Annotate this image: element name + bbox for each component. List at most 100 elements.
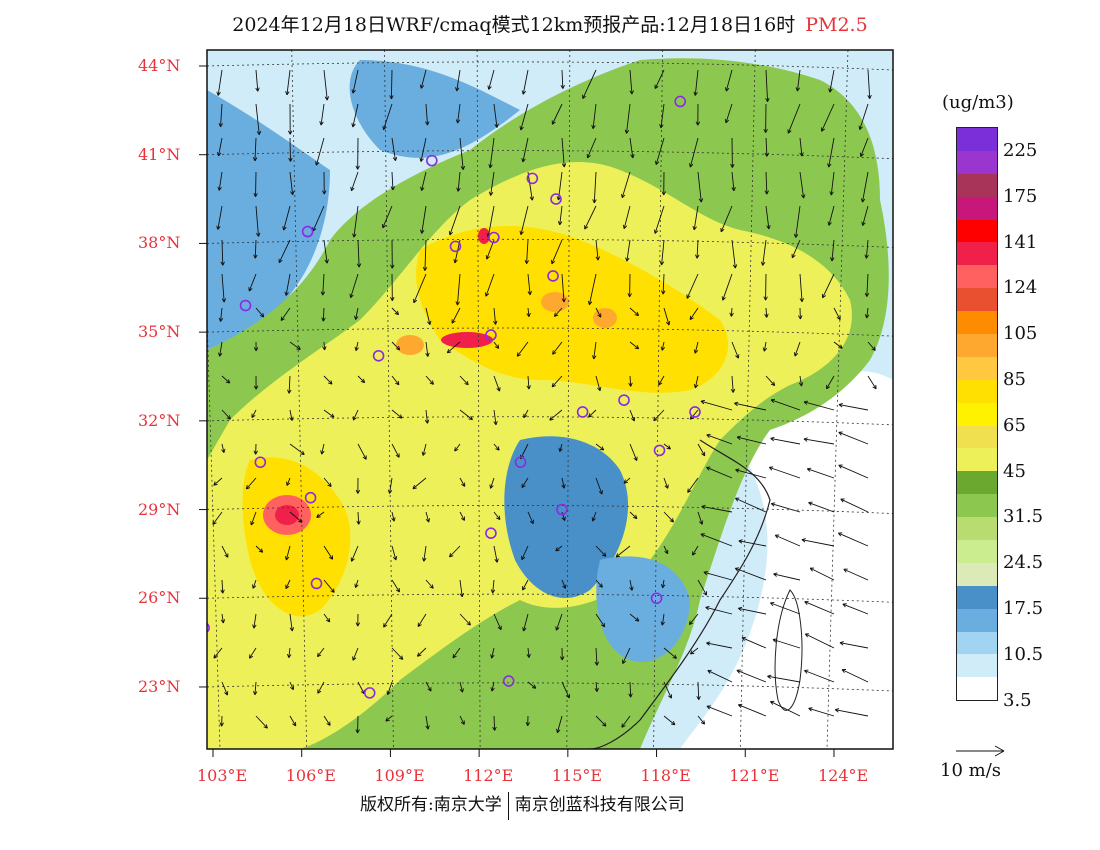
wind-arrow bbox=[315, 137, 325, 166]
colorbar-label: 10.5 bbox=[1003, 643, 1044, 665]
wind-arrow bbox=[695, 239, 700, 259]
wind-arrow bbox=[774, 534, 801, 547]
wind-arrow bbox=[456, 171, 461, 192]
wind-arrow bbox=[218, 307, 224, 322]
wind-arrow bbox=[212, 511, 223, 525]
wind-arrow bbox=[355, 715, 360, 734]
wind-arrow bbox=[559, 647, 565, 661]
city-marker bbox=[547, 270, 559, 282]
wind-arrow bbox=[354, 307, 359, 320]
wind-arrow bbox=[706, 705, 733, 717]
wind-arrow bbox=[622, 205, 631, 230]
wind-arrow bbox=[625, 239, 631, 262]
colorbar-segment bbox=[957, 219, 997, 243]
city-markers bbox=[207, 95, 701, 699]
wind-arrow bbox=[654, 69, 665, 90]
wind-arrow bbox=[352, 205, 359, 238]
wind-arrow bbox=[735, 468, 767, 479]
wind-arrow bbox=[285, 579, 291, 590]
wind-arrow bbox=[278, 239, 291, 264]
colorbar-segment bbox=[957, 379, 997, 403]
wind-arrow bbox=[654, 137, 665, 165]
wind-arrow bbox=[688, 613, 699, 626]
wind-arrow bbox=[253, 375, 259, 390]
lon-label: 124°E bbox=[817, 766, 869, 785]
wind-arrow bbox=[216, 137, 223, 157]
wind-arrow bbox=[762, 341, 768, 352]
wind-arrow bbox=[763, 273, 768, 301]
wind-arrow bbox=[323, 477, 332, 488]
wind-arrow bbox=[412, 477, 427, 490]
wind-arrow bbox=[737, 606, 767, 615]
wind-arrow bbox=[248, 273, 257, 292]
sichuan-core bbox=[242, 457, 351, 617]
wind-arrow bbox=[391, 137, 398, 162]
city-marker bbox=[556, 503, 568, 516]
wind-arrow bbox=[661, 171, 666, 196]
wind-arrow bbox=[525, 715, 531, 727]
lon-label: 115°E bbox=[551, 766, 603, 785]
wind-arrow bbox=[827, 137, 835, 168]
wind-arrow bbox=[354, 341, 359, 352]
wind-arrow bbox=[561, 511, 566, 521]
wind-arrow bbox=[221, 375, 231, 384]
wind-arrow bbox=[217, 171, 223, 191]
wind-arrow bbox=[864, 273, 870, 297]
wind-arrow bbox=[220, 239, 225, 266]
wind-arrow bbox=[391, 511, 396, 522]
wind-arrow bbox=[799, 273, 805, 303]
wind-arrow bbox=[289, 613, 295, 632]
colorbar-label: 85 bbox=[1003, 369, 1026, 390]
wind-arrow bbox=[282, 205, 291, 231]
colorbar-segment bbox=[957, 311, 997, 335]
wind-arrow bbox=[289, 511, 303, 523]
wind-arrow bbox=[317, 681, 325, 694]
wind-arrow bbox=[833, 307, 841, 321]
colorbar-label: 24.5 bbox=[1003, 552, 1044, 574]
colorbar-segment bbox=[957, 425, 997, 449]
footer-separator bbox=[507, 791, 509, 820]
lat-label: 44°N bbox=[138, 56, 181, 75]
wind-arrow bbox=[459, 409, 473, 421]
wind-arrow bbox=[808, 501, 835, 513]
wind-arrow bbox=[322, 171, 327, 195]
wind-arrow bbox=[446, 341, 461, 354]
lat-label: 38°N bbox=[138, 233, 181, 253]
wind-arrow bbox=[629, 443, 638, 461]
wind-arrow bbox=[867, 69, 872, 99]
wind-arrow bbox=[459, 511, 465, 521]
wind-arrow bbox=[828, 69, 835, 93]
wind-arrow bbox=[834, 708, 869, 717]
wind-arrow bbox=[551, 239, 563, 265]
wind-arrow bbox=[383, 613, 393, 628]
wind-arrow bbox=[417, 613, 427, 628]
wind-arrow bbox=[801, 538, 835, 547]
axis-ticks bbox=[199, 65, 835, 757]
wind-arrow bbox=[621, 715, 631, 728]
colorbar-segment bbox=[957, 402, 997, 426]
wind-arrow bbox=[821, 273, 835, 299]
wind-arrow bbox=[490, 579, 496, 594]
colorbar-segment bbox=[957, 288, 997, 312]
wind-arrow bbox=[804, 600, 835, 615]
wind-arrow bbox=[629, 579, 634, 591]
wind-arrow bbox=[322, 341, 327, 351]
wind-arrow bbox=[629, 613, 640, 622]
coastline bbox=[589, 439, 771, 749]
wind-arrow bbox=[221, 545, 229, 558]
wind-arrow bbox=[523, 409, 529, 419]
lat-label: 29°N bbox=[138, 499, 181, 519]
wind-arrow bbox=[558, 443, 563, 453]
wind-arrow bbox=[490, 681, 495, 692]
wind-arrow bbox=[793, 341, 801, 357]
wind-arrow bbox=[555, 613, 563, 631]
colorbar-segment bbox=[957, 494, 997, 518]
wind-arrow bbox=[286, 647, 292, 659]
wind-arrow bbox=[519, 103, 529, 131]
wind-arrow bbox=[627, 273, 632, 298]
wind-arrow bbox=[323, 579, 335, 593]
wind-arrow bbox=[859, 137, 869, 157]
wind-arrow bbox=[594, 647, 600, 666]
colorbar-label: 17.5 bbox=[1003, 598, 1044, 619]
wind-arrow bbox=[561, 579, 567, 589]
